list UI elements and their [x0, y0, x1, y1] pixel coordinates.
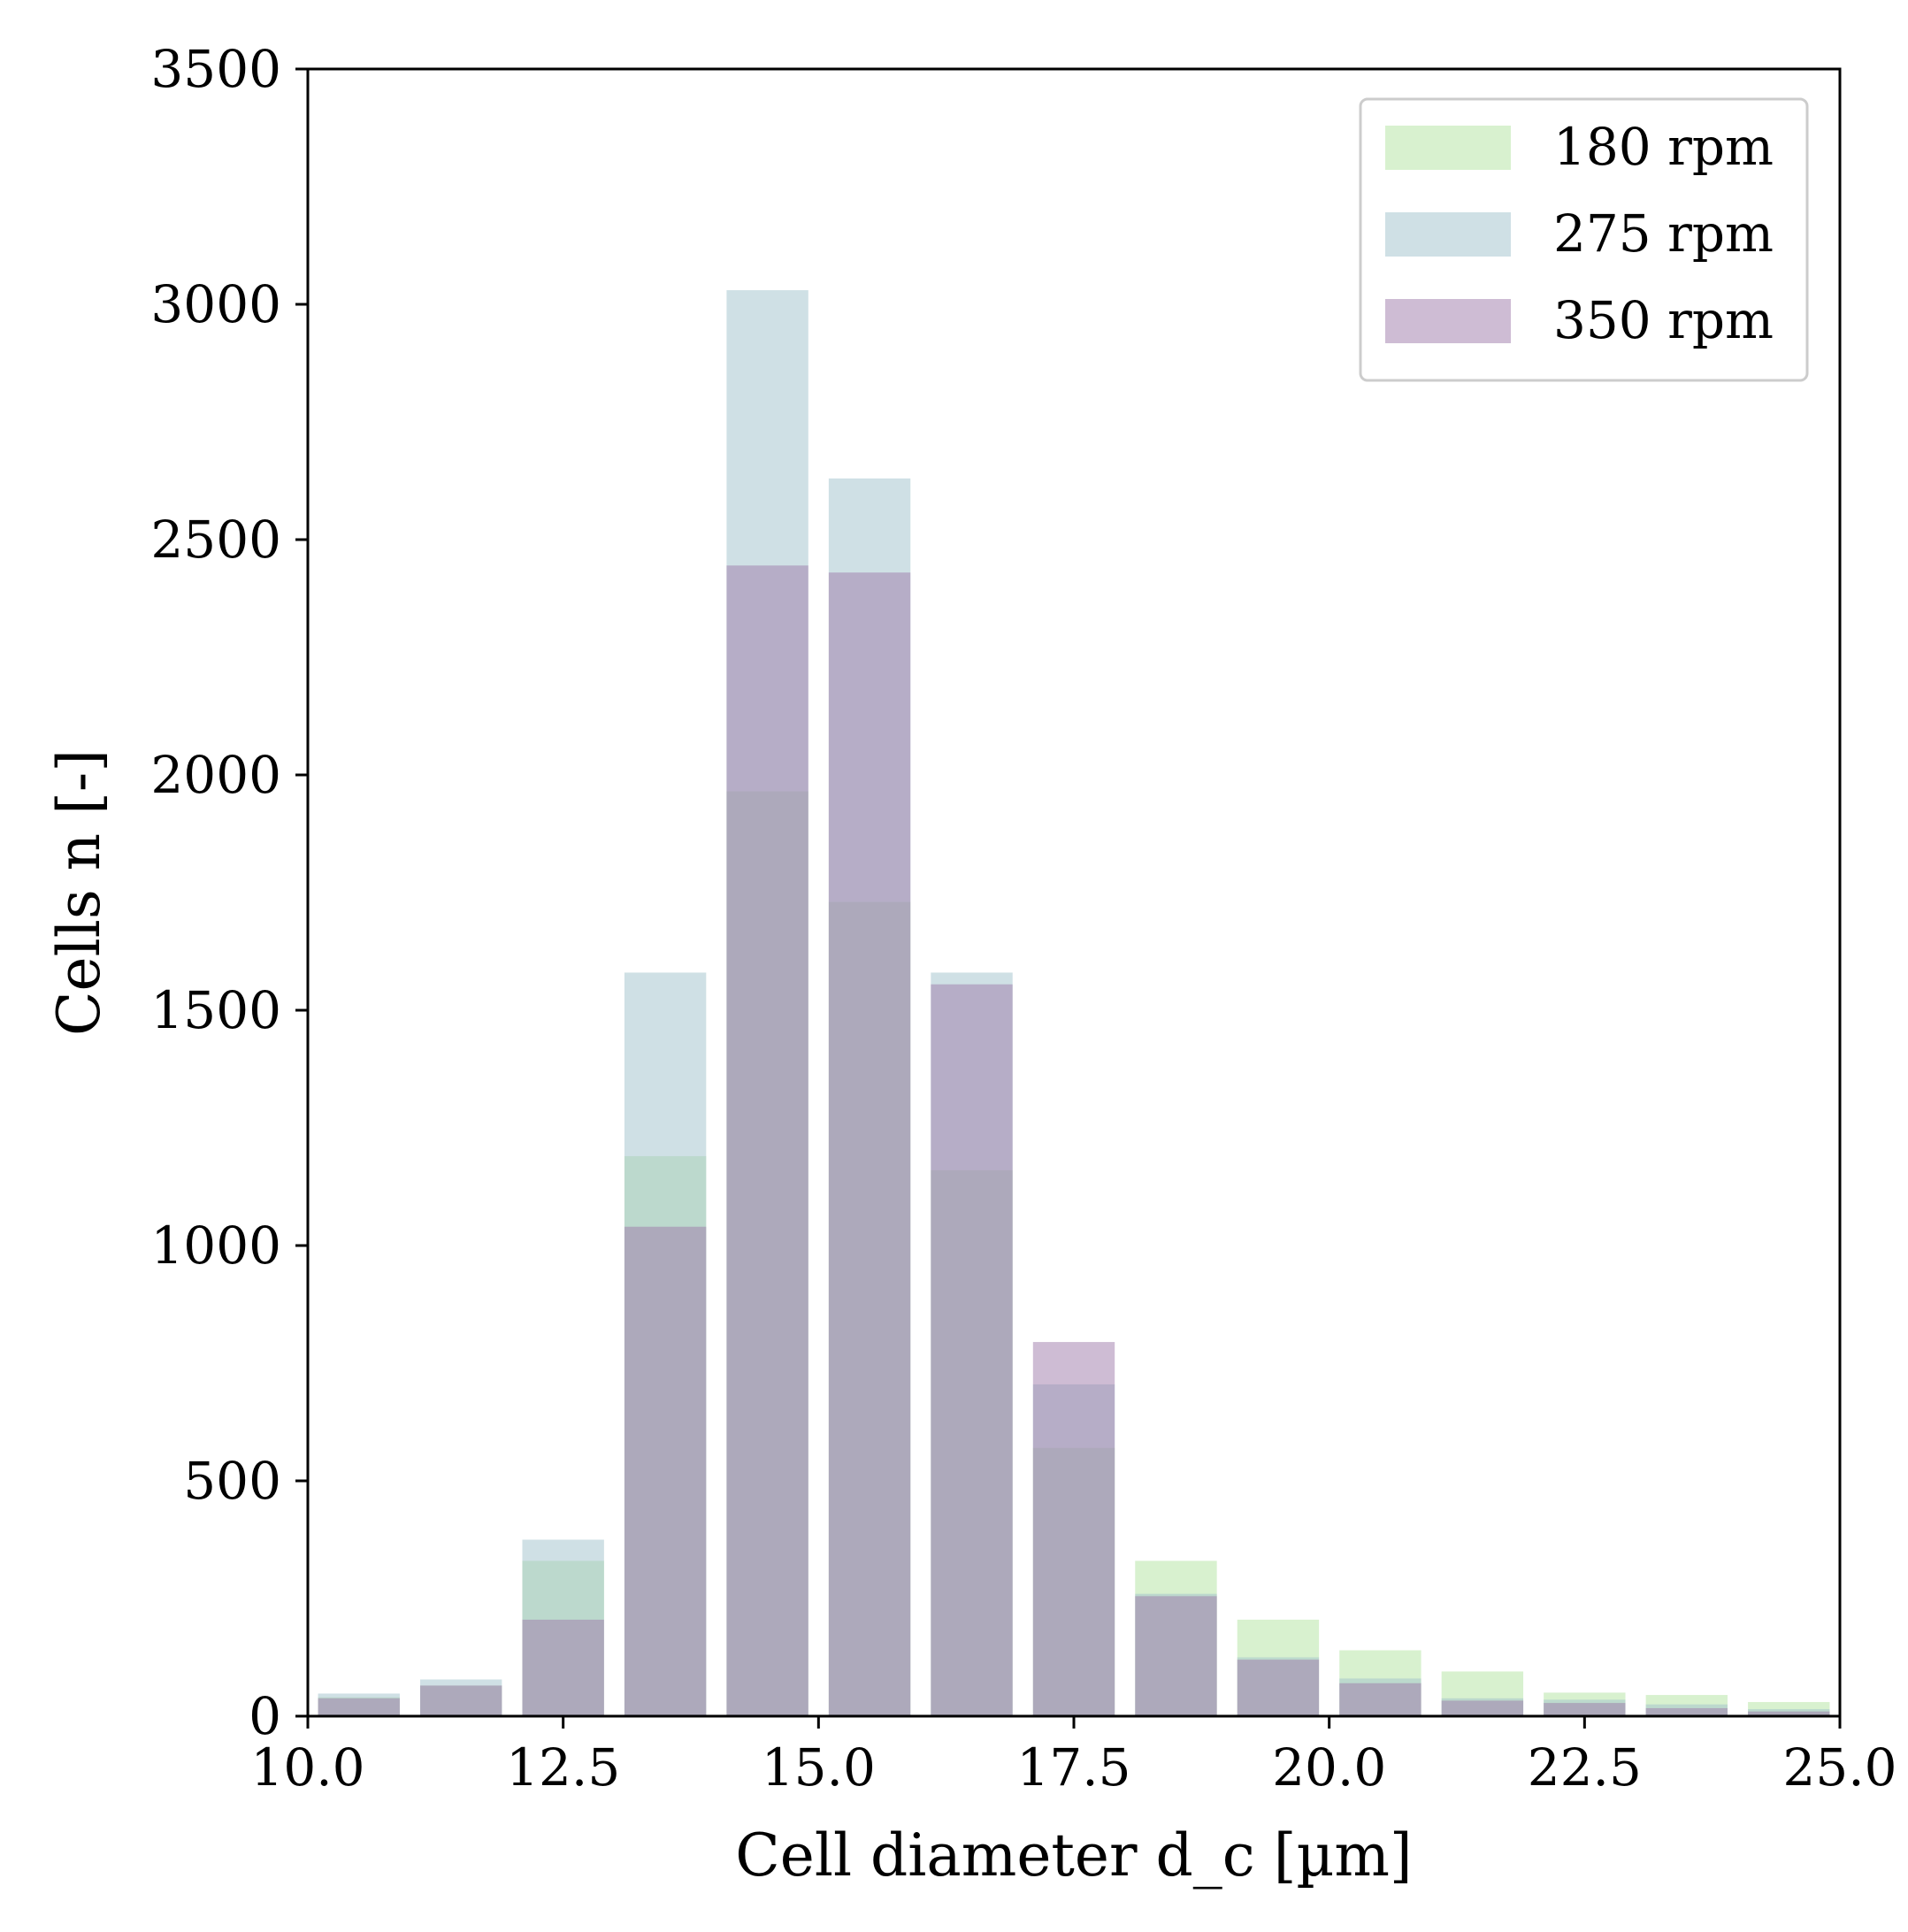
x-tick-label: 12.5	[506, 1737, 620, 1798]
bar-350-rpm-12	[1544, 1703, 1626, 1716]
legend-swatch	[1385, 299, 1511, 343]
ticks-layer: 10.0 12.5 15.0 17.5 20.0 22.5 25.0 0 500 1000 1500…	[150, 39, 1897, 1798]
x-axis-label: Cell diameter d_c [µm]	[735, 1821, 1412, 1890]
bar-350-rpm-10	[1339, 1683, 1421, 1716]
x-tick-label: 22.5	[1528, 1737, 1642, 1798]
axis-labels: Cell diameter d_c [µm] Cells n [-]	[45, 749, 1413, 1890]
bar-350-rpm-6	[931, 984, 1013, 1716]
y-tick-label: 3000	[150, 274, 281, 334]
y-axis-label: Cells n [-]	[45, 749, 113, 1036]
bar-350-rpm-3	[624, 1226, 707, 1716]
legend-swatch	[1385, 126, 1511, 170]
bar-350-rpm-13	[1645, 1707, 1728, 1716]
bar-350-rpm-1	[420, 1685, 502, 1716]
bar-350-rpm-7	[1032, 1342, 1115, 1716]
bar-350-rpm-8	[1135, 1596, 1217, 1716]
y-tick-label: 0	[249, 1686, 281, 1746]
x-tick-label: 17.5	[1016, 1737, 1130, 1798]
legend-swatch	[1385, 212, 1511, 257]
y-tick-label: 500	[183, 1451, 281, 1511]
y-tick-label: 1500	[150, 980, 281, 1040]
legend: 180 rpm 275 rpm 350 rpm	[1359, 97, 1809, 382]
bar-350-rpm-0	[318, 1698, 400, 1716]
x-tick-label: 10.0	[250, 1737, 364, 1798]
bar-350-rpm-11	[1441, 1700, 1524, 1716]
y-tick-label: 3500	[150, 39, 281, 99]
legend-label: 350 rpm	[1553, 290, 1774, 350]
bars-layer	[318, 290, 1830, 1716]
bar-350-rpm-2	[522, 1619, 604, 1716]
bar-350-rpm-9	[1237, 1660, 1320, 1716]
bar-350-rpm-5	[828, 572, 911, 1716]
y-tick-label: 2000	[150, 745, 281, 805]
legend-label: 180 rpm	[1553, 117, 1774, 177]
x-tick-label: 25.0	[1782, 1737, 1897, 1798]
legend-label: 275 rpm	[1553, 203, 1774, 264]
y-tick-label: 1000	[150, 1215, 281, 1276]
bar-350-rpm-4	[726, 565, 808, 1716]
bar-350-rpm-14	[1748, 1711, 1830, 1716]
x-tick-label: 20.0	[1272, 1737, 1386, 1798]
x-tick-label: 15.0	[762, 1737, 876, 1798]
y-tick-label: 2500	[150, 510, 281, 570]
